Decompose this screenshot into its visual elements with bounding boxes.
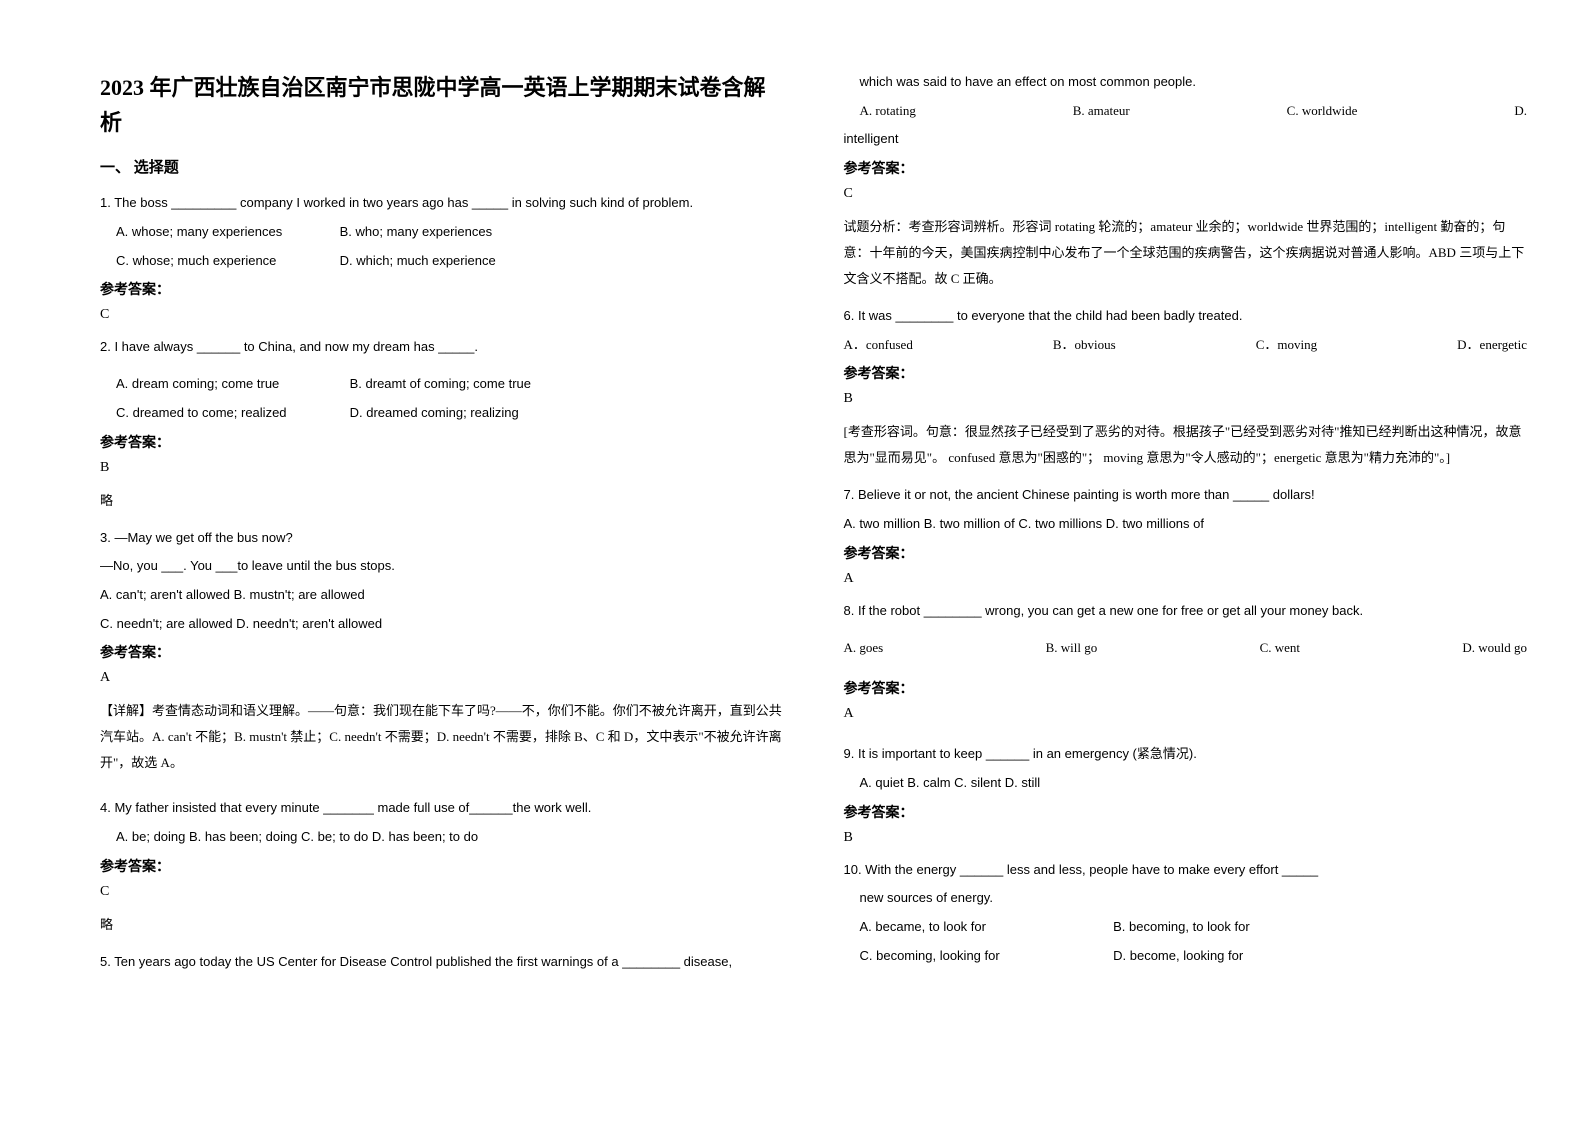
section-heading: 一、 选择题 — [100, 156, 784, 177]
q6-text: 6. It was ________ to everyone that the … — [844, 304, 1528, 329]
q4-ans: C — [100, 884, 784, 900]
q3-optsA: A. can't; aren't allowed B. mustn't; are… — [100, 583, 784, 608]
q4-text: 4. My father insisted that every minute … — [100, 796, 784, 821]
q1-optD: D. which; much experience — [340, 253, 496, 268]
q1-ans: C — [100, 307, 784, 323]
q5-opts: A. rotating B. amateur C. worldwide D. — [860, 99, 1528, 124]
q10-optC: C. becoming, looking for — [860, 944, 1110, 969]
q7-opts: A. two million B. two million of C. two … — [844, 512, 1528, 537]
q6-explain: [考查形容词。句意：很显然孩子已经受到了恶劣的对待。根据孩子"已经受到恶劣对待"… — [844, 419, 1528, 471]
q9-ans-label: 参考答案： — [844, 802, 1528, 822]
q8-optB: B. will go — [1046, 636, 1098, 661]
q5-optB: B. amateur — [1073, 99, 1130, 124]
q6-optA: A．confused — [844, 333, 913, 358]
q6-ans-label: 参考答案： — [844, 363, 1528, 383]
right-column: which was said to have an effect on most… — [844, 70, 1528, 978]
q10-line1: 10. With the energy ______ less and less… — [844, 858, 1528, 883]
q6-optC: C．moving — [1256, 333, 1317, 358]
q5-line2: which was said to have an effect on most… — [860, 70, 1528, 95]
q4-explain: 略 — [100, 912, 784, 938]
q6-optB: B．obvious — [1053, 333, 1116, 358]
q7-ans: A — [844, 571, 1528, 587]
q4-opts: A. be; doing B. has been; doing C. be; t… — [116, 825, 784, 850]
q2-optC: C. dreamed to come; realized — [116, 401, 346, 426]
q8-optC: C. went — [1260, 636, 1300, 661]
q10-line2: new sources of energy. — [860, 886, 1528, 911]
q8-optA: A. goes — [844, 636, 884, 661]
q1-optA: A. whose; many experiences — [116, 220, 336, 245]
q8-ans-label: 参考答案： — [844, 678, 1528, 698]
q5-optC: C. worldwide — [1287, 99, 1358, 124]
q10-optD: D. become, looking for — [1113, 948, 1243, 963]
q8-text: 8. If the robot ________ wrong, you can … — [844, 599, 1528, 624]
q4-ans-label: 参考答案： — [100, 856, 784, 876]
q3-line1: 3. —May we get off the bus now? — [100, 526, 784, 551]
q3-line2: —No, you ___. You ___to leave until the … — [100, 554, 784, 579]
q6-ans: B — [844, 391, 1528, 407]
q1-text: 1. The boss _________ company I worked i… — [100, 191, 784, 216]
q2-opts-row2: C. dreamed to come; realized D. dreamed … — [116, 401, 784, 426]
q9-opts: A. quiet B. calm C. silent D. still — [860, 771, 1528, 796]
q5-line1: 5. Ten years ago today the US Center for… — [100, 950, 784, 975]
q1-opts-row1: A. whose; many experiences B. who; many … — [116, 220, 784, 245]
left-column: 2023 年广西壮族自治区南宁市思陇中学高一英语上学期期末试卷含解析 一、 选择… — [100, 70, 784, 978]
q3-optsB: C. needn't; are allowed D. needn't; aren… — [100, 612, 784, 637]
q8-opts: A. goes B. will go C. went D. would go — [844, 636, 1528, 661]
q2-opts-row1: A. dream coming; come true B. dreamt of … — [116, 372, 784, 397]
q10-optB: B. becoming, to look for — [1113, 919, 1250, 934]
q2-optA: A. dream coming; come true — [116, 372, 346, 397]
q5-explain: 试题分析：考查形容词辨析。形容词 rotating 轮流的；amateur 业余… — [844, 214, 1528, 292]
q5-optD2: intelligent — [844, 127, 1528, 152]
exam-page: 2023 年广西壮族自治区南宁市思陇中学高一英语上学期期末试卷含解析 一、 选择… — [0, 0, 1587, 1018]
q10-opts-row2: C. becoming, looking for D. become, look… — [860, 944, 1528, 969]
q5-ans-label: 参考答案： — [844, 158, 1528, 178]
q10-opts-row1: A. became, to look for B. becoming, to l… — [860, 915, 1528, 940]
q2-explain: 略 — [100, 488, 784, 514]
q6-optD: D．energetic — [1457, 333, 1527, 358]
q5-ans: C — [844, 186, 1528, 202]
q8-ans: A — [844, 706, 1528, 722]
q10-optA: A. became, to look for — [860, 915, 1110, 940]
q3-ans: A — [100, 670, 784, 686]
q1-ans-label: 参考答案： — [100, 279, 784, 299]
q5-optD: D. — [1514, 99, 1527, 124]
q6-opts: A．confused B．obvious C．moving D．energeti… — [844, 333, 1528, 358]
q2-optB: B. dreamt of coming; come true — [350, 376, 531, 391]
q3-explain: 【详解】考查情态动词和语义理解。——句意：我们现在能下车了吗?——不，你们不能。… — [100, 698, 784, 776]
q8-optD: D. would go — [1462, 636, 1527, 661]
q2-text: 2. I have always ______ to China, and no… — [100, 335, 784, 360]
q1-opts-row2: C. whose; much experience D. which; much… — [116, 249, 784, 274]
q1-optC: C. whose; much experience — [116, 249, 336, 274]
q5-optA: A. rotating — [860, 99, 916, 124]
q2-optD: D. dreamed coming; realizing — [350, 405, 519, 420]
q3-ans-label: 参考答案： — [100, 642, 784, 662]
q7-text: 7. Believe it or not, the ancient Chines… — [844, 483, 1528, 508]
q7-ans-label: 参考答案： — [844, 543, 1528, 563]
q9-ans: B — [844, 830, 1528, 846]
q2-ans: B — [100, 460, 784, 476]
q9-text: 9. It is important to keep ______ in an … — [844, 742, 1528, 767]
doc-title: 2023 年广西壮族自治区南宁市思陇中学高一英语上学期期末试卷含解析 — [100, 70, 784, 140]
q2-ans-label: 参考答案： — [100, 432, 784, 452]
q1-optB: B. who; many experiences — [340, 224, 492, 239]
